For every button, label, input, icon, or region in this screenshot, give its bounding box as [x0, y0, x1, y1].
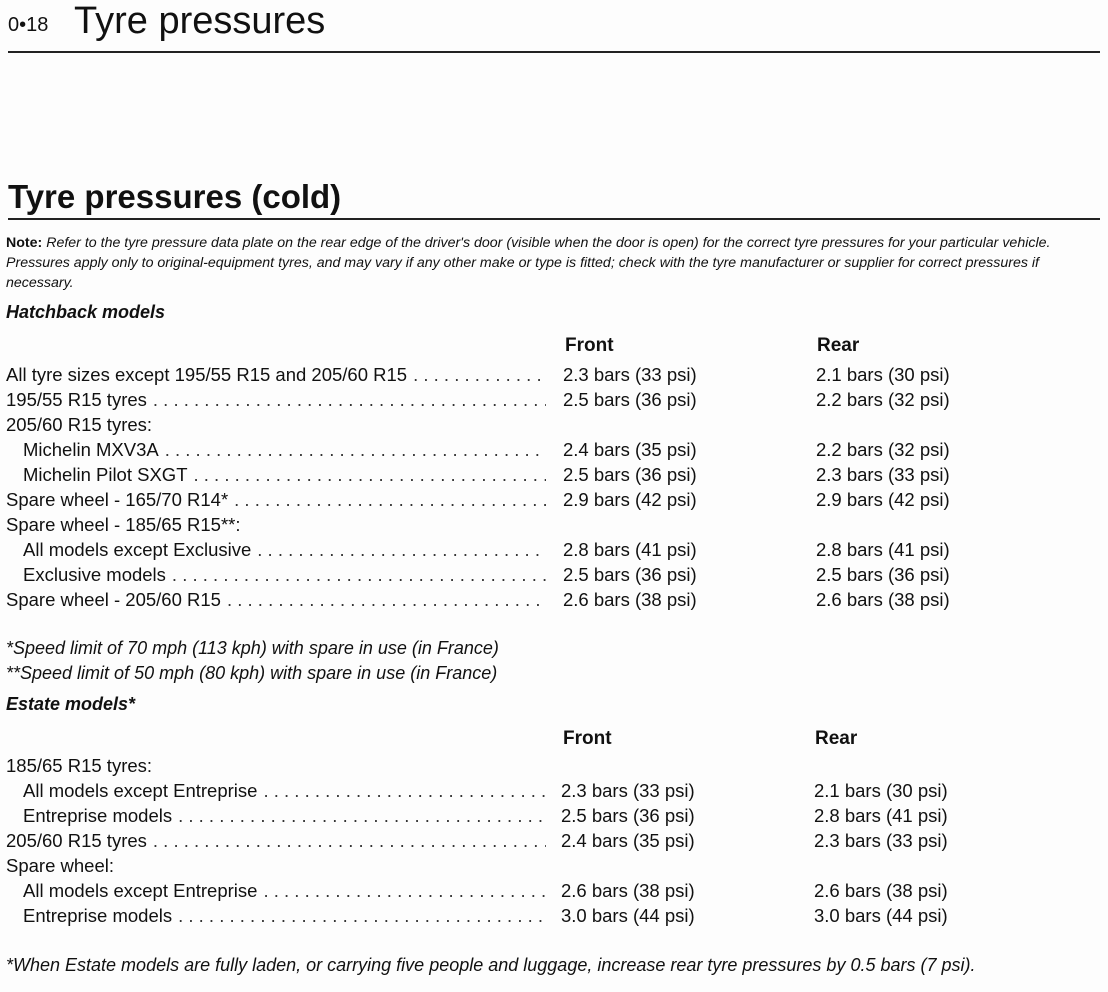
estate-footnote: *When Estate models are fully laden, or …	[6, 955, 976, 975]
row-label: Exclusive models	[23, 564, 166, 585]
rear-pressure-value: 2.2 bars (32 psi)	[816, 389, 950, 410]
estate-rear-header: Rear	[815, 728, 858, 749]
dot-leader	[413, 363, 546, 387]
rear-pressure-value: 2.3 bars (33 psi)	[814, 830, 948, 851]
row-label: Michelin MXV3A	[23, 439, 159, 460]
note-text: Refer to the tyre pressure data plate on…	[6, 235, 1051, 291]
table-row-label: Spare wheel - 165/70 R14*	[6, 488, 546, 512]
table-row-label: 195/55 R15 tyres	[6, 388, 546, 412]
page-number: 0•18	[8, 14, 49, 36]
front-pressure-value: 2.3 bars (33 psi)	[563, 364, 697, 385]
dot-leader	[263, 779, 546, 803]
row-label: All models except Exclusive	[23, 539, 252, 560]
row-label: All tyre sizes except 195/55 R15 and 205…	[6, 364, 408, 385]
row-label: Spare wheel - 165/70 R14*	[6, 489, 229, 510]
front-pressure-value: 2.3 bars (33 psi)	[561, 780, 695, 801]
hatchback-front-header: Front	[565, 335, 614, 356]
rear-pressure-value: 2.5 bars (36 psi)	[816, 564, 950, 585]
front-pressure-value: 2.4 bars (35 psi)	[563, 439, 697, 460]
row-label: Entreprise models	[23, 905, 173, 926]
hatchback-footnote-2: **Speed limit of 50 mph (80 kph) with sp…	[6, 663, 498, 683]
section-title: Tyre pressures (cold)	[8, 178, 342, 215]
dot-leader	[153, 829, 546, 853]
rear-pressure-value: 2.8 bars (41 psi)	[816, 539, 950, 560]
rear-pressure-value: 2.1 bars (30 psi)	[816, 364, 950, 385]
table-row-label: Entreprise models	[23, 904, 546, 928]
front-pressure-value: 2.6 bars (38 psi)	[561, 880, 695, 901]
dot-leader	[234, 488, 546, 512]
table-row-label: Exclusive models	[23, 563, 546, 587]
row-label: 195/55 R15 tyres	[6, 389, 147, 410]
table-row-label: All models except Entreprise	[23, 779, 546, 803]
row-label: Spare wheel - 185/65 R15**:	[6, 514, 241, 535]
estate-heading: Estate models*	[6, 694, 136, 714]
rear-pressure-value: 2.9 bars (42 psi)	[816, 489, 950, 510]
front-pressure-value: 2.9 bars (42 psi)	[563, 489, 697, 510]
rear-pressure-value: 2.2 bars (32 psi)	[816, 439, 950, 460]
rear-pressure-value: 2.3 bars (33 psi)	[816, 464, 950, 485]
hatchback-footnote-1: *Speed limit of 70 mph (113 kph) with sp…	[6, 638, 499, 658]
dot-leader	[257, 538, 546, 562]
dot-leader	[178, 904, 546, 928]
front-pressure-value: 2.4 bars (35 psi)	[561, 830, 695, 851]
note-paragraph: Note: Refer to the tyre pressure data pl…	[6, 233, 1102, 293]
front-pressure-value: 2.5 bars (36 psi)	[563, 564, 697, 585]
table-row-label: Entreprise models	[23, 804, 546, 828]
dot-leader	[165, 438, 546, 462]
table-row-label: 205/60 R15 tyres:	[6, 413, 546, 437]
dot-leader	[178, 804, 546, 828]
hatchback-heading: Hatchback models	[6, 302, 166, 322]
rear-pressure-value: 2.1 bars (30 psi)	[814, 780, 948, 801]
row-label: 185/65 R15 tyres:	[6, 755, 153, 776]
note-label: Note:	[6, 235, 43, 251]
row-label: Entreprise models	[23, 805, 173, 826]
rear-pressure-value: 2.6 bars (38 psi)	[814, 880, 948, 901]
rear-pressure-value: 3.0 bars (44 psi)	[814, 905, 948, 926]
row-label: Spare wheel - 205/60 R15	[6, 589, 221, 610]
front-pressure-value: 2.6 bars (38 psi)	[563, 589, 697, 610]
front-pressure-value: 2.5 bars (36 psi)	[561, 805, 695, 826]
table-row-label: Michelin MXV3A	[23, 438, 546, 462]
table-row-label: All tyre sizes except 195/55 R15 and 205…	[6, 363, 546, 387]
table-row-label: Spare wheel:	[6, 854, 546, 878]
table-row-label: Spare wheel - 185/65 R15**:	[6, 513, 546, 537]
dot-leader	[153, 388, 546, 412]
page-title: Tyre pressures	[74, 0, 326, 42]
rear-pressure-value: 2.6 bars (38 psi)	[816, 589, 950, 610]
row-label: Michelin Pilot SXGT	[23, 464, 188, 485]
front-pressure-value: 2.5 bars (36 psi)	[563, 464, 697, 485]
table-row-label: Spare wheel - 205/60 R15	[6, 588, 546, 612]
front-pressure-value: 2.5 bars (36 psi)	[563, 389, 697, 410]
hatchback-rear-header: Rear	[817, 335, 860, 356]
front-pressure-value: 3.0 bars (44 psi)	[561, 905, 695, 926]
dot-leader	[227, 588, 546, 612]
dot-leader	[194, 463, 547, 487]
table-row-label: 185/65 R15 tyres:	[6, 754, 546, 778]
estate-front-header: Front	[563, 728, 612, 749]
row-label: 205/60 R15 tyres	[6, 830, 147, 851]
row-label: Spare wheel:	[6, 855, 114, 876]
table-row-label: 205/60 R15 tyres	[6, 829, 546, 853]
row-label: All models except Entreprise	[23, 780, 258, 801]
row-label: 205/60 R15 tyres:	[6, 414, 153, 435]
section-rule	[8, 218, 1100, 220]
header-rule	[8, 51, 1100, 53]
row-label: All models except Entreprise	[23, 880, 258, 901]
table-row-label: All models except Entreprise	[23, 879, 546, 903]
rear-pressure-value: 2.8 bars (41 psi)	[814, 805, 948, 826]
table-row-label: Michelin Pilot SXGT	[23, 463, 546, 487]
dot-leader	[263, 879, 546, 903]
table-row-label: All models except Exclusive	[23, 538, 546, 562]
dot-leader	[172, 563, 546, 587]
front-pressure-value: 2.8 bars (41 psi)	[563, 539, 697, 560]
